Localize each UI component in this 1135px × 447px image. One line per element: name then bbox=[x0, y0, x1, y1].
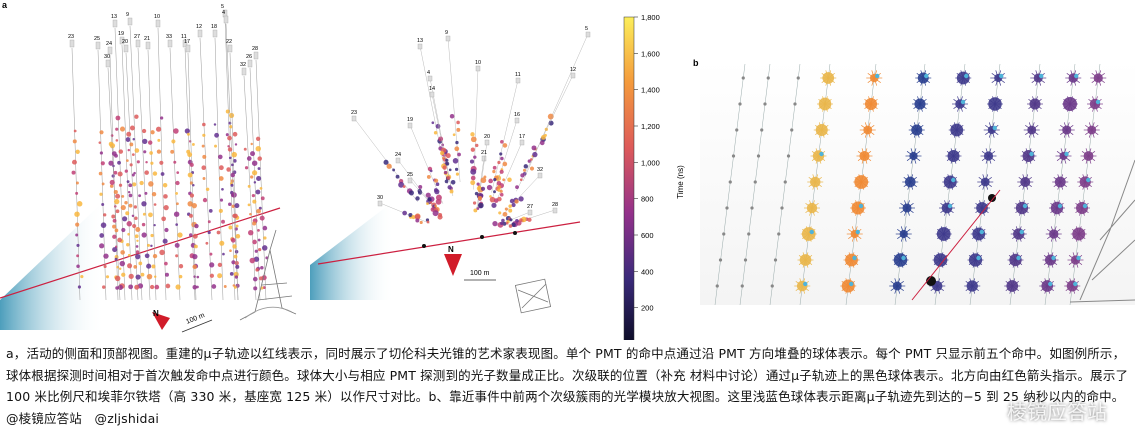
top-strings bbox=[351, 31, 591, 248]
string-label: 10 bbox=[475, 60, 481, 66]
string-label: 25 bbox=[407, 172, 413, 178]
string-label: 20 bbox=[484, 134, 490, 140]
colorbar-label: Time (ns) bbox=[676, 165, 685, 199]
colorbar bbox=[623, 16, 635, 340]
string-label: 16 bbox=[514, 112, 520, 118]
string-label: 20 bbox=[122, 39, 128, 45]
colorbar-tick-label: 200 bbox=[641, 304, 654, 313]
string-label: 25 bbox=[94, 36, 100, 42]
colorbar-tick-label: 400 bbox=[641, 267, 654, 276]
north-arrow-left bbox=[152, 312, 170, 330]
colorbar-tick-label: 1,600 bbox=[641, 49, 660, 58]
panel-b-label: b bbox=[693, 58, 699, 68]
string-label: 10 bbox=[154, 14, 160, 20]
string-label: 27 bbox=[134, 34, 140, 40]
zoom-strings bbox=[714, 63, 1107, 306]
north-label-top: N bbox=[448, 245, 454, 254]
figure-caption: a，活动的侧面和顶部视图。重建的μ子轨迹以红线表示，同时展示了切伦科夫光锥的艺术… bbox=[6, 346, 1129, 426]
string-label: 5 bbox=[585, 26, 588, 32]
north-arrow-top bbox=[444, 254, 462, 276]
secondary-cascade-1 bbox=[926, 276, 936, 286]
string-label: 24 bbox=[106, 41, 112, 47]
eiffel-tower-top bbox=[514, 278, 552, 314]
string-label: 11 bbox=[181, 34, 187, 40]
string-label: 33 bbox=[166, 34, 172, 40]
string-label: 9 bbox=[445, 30, 448, 36]
string-label: 18 bbox=[211, 24, 217, 30]
watermark: 棱镜应答站 bbox=[1007, 400, 1107, 424]
string-label: 9 bbox=[126, 12, 129, 18]
eiffel-tower-zoom bbox=[1069, 159, 1135, 303]
string-label: 24 bbox=[395, 152, 401, 158]
top-string-labels: 13 9 5 4 10 14 11 12 23 19 16 24 21 20 25 17 32 30 27 28 bbox=[351, 26, 588, 210]
secondary-cascade-2 bbox=[988, 194, 996, 202]
string-label: 32 bbox=[240, 62, 246, 68]
string-label: 12 bbox=[570, 67, 576, 73]
string-label: 4 bbox=[222, 10, 225, 16]
string-label: 19 bbox=[407, 117, 413, 123]
string-label: 23 bbox=[351, 110, 357, 116]
string-label: 13 bbox=[417, 38, 423, 44]
string-label: 19 bbox=[118, 31, 124, 37]
colorbar-tick-label: 1,200 bbox=[641, 122, 660, 131]
eiffel-tower-left bbox=[239, 229, 297, 321]
string-label: 30 bbox=[377, 195, 383, 201]
panel-a-label: a bbox=[2, 0, 8, 10]
string-label: 32 bbox=[537, 167, 543, 173]
cherenkov-cone-top bbox=[310, 200, 395, 300]
north-label-left: N bbox=[153, 309, 159, 318]
string-label: 12 bbox=[196, 24, 202, 30]
string-label: 22 bbox=[226, 39, 232, 45]
string-label: 14 bbox=[429, 86, 435, 92]
string-label: 4 bbox=[427, 70, 430, 76]
string-label: 28 bbox=[552, 202, 558, 208]
string-label: 23 bbox=[68, 34, 74, 40]
colorbar-tick-label: 600 bbox=[641, 231, 654, 240]
muon-track-top bbox=[317, 221, 581, 265]
colorbar-tick-label: 800 bbox=[641, 195, 654, 204]
figure: a b 23 13 9 10 5 4 24 19 20 21 11 12 22 bbox=[0, 0, 1135, 340]
string-label: 17 bbox=[184, 39, 190, 45]
muon-track-zoom bbox=[911, 189, 1001, 301]
string-label: 27 bbox=[527, 204, 533, 210]
colorbar-tick-label: 1,000 bbox=[641, 158, 660, 167]
string-label: 26 bbox=[246, 54, 252, 60]
string-label: 5 bbox=[221, 4, 224, 10]
string-label: 11 bbox=[515, 72, 521, 78]
cherenkov-cone-left bbox=[0, 200, 105, 330]
colorbar-tick-label: 1,800 bbox=[641, 13, 660, 22]
scale-bar-left bbox=[181, 319, 213, 333]
scale-bar-top-label: 100 m bbox=[470, 270, 490, 277]
string-label: 21 bbox=[481, 150, 487, 156]
string-label: 13 bbox=[111, 14, 117, 20]
string-label: 21 bbox=[144, 36, 150, 42]
colorbar-tick-label: 1,400 bbox=[641, 86, 660, 95]
left-strings bbox=[69, 9, 269, 301]
string-label: 28 bbox=[252, 46, 258, 52]
string-label: 17 bbox=[519, 134, 525, 140]
string-label: 30 bbox=[104, 54, 110, 60]
